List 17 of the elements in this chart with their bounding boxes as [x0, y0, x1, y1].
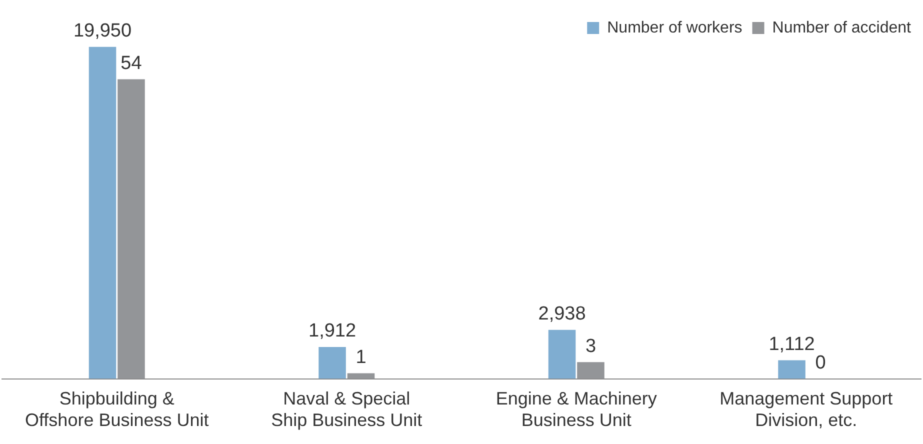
data-label: 1	[356, 346, 366, 368]
bar	[318, 346, 346, 379]
data-label: 2,938	[538, 304, 586, 325]
data-label: 19,950	[73, 20, 132, 42]
data-label: 3	[585, 336, 596, 357]
x-tick-label: Engine & Machinery Business Unit	[496, 388, 657, 430]
data-label: 54	[120, 53, 142, 74]
data-label: 0	[815, 352, 826, 374]
x-tick-label: Management Support Division, etc.	[720, 388, 893, 430]
legend-label: Number of workers	[607, 19, 742, 36]
bar	[548, 330, 576, 379]
x-tick-label: Naval & Special Ship Business Unit	[271, 388, 422, 430]
x-tick-label: Shipbuilding & Offshore Business Unit	[24, 388, 209, 430]
data-label: 1,112	[768, 334, 815, 356]
legend-label: Number of accident	[772, 19, 912, 36]
data-label: 1,912	[308, 320, 356, 342]
bar	[778, 360, 806, 379]
